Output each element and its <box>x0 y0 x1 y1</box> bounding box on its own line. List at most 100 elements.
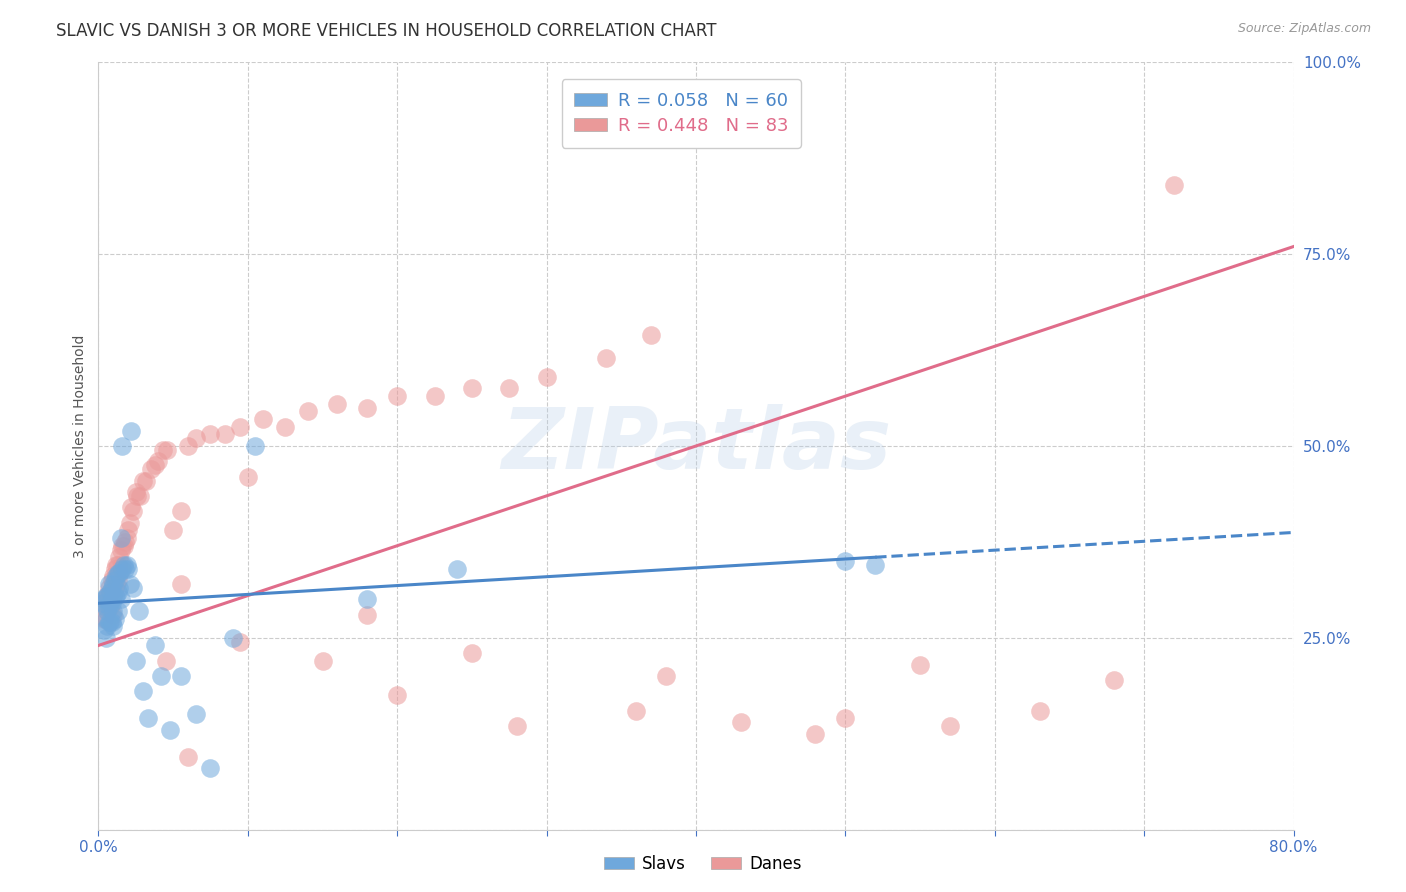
Point <box>94 592 117 607</box>
Point <box>111 558 134 572</box>
Point <box>98 596 122 610</box>
Point <box>104 573 127 587</box>
Point <box>222 631 245 645</box>
Point <box>93 612 115 626</box>
Text: SLAVIC VS DANISH 3 OR MORE VEHICLES IN HOUSEHOLD CORRELATION CHART: SLAVIC VS DANISH 3 OR MORE VEHICLES IN H… <box>56 22 717 40</box>
Legend: R = 0.058   N = 60, R = 0.448   N = 83: R = 0.058 N = 60, R = 0.448 N = 83 <box>561 79 800 148</box>
Point <box>104 589 127 603</box>
Point <box>155 654 177 668</box>
Point <box>103 589 125 603</box>
Point <box>156 442 179 457</box>
Point <box>103 569 125 583</box>
Point <box>229 420 252 434</box>
Point <box>169 504 191 518</box>
Point <box>107 558 129 572</box>
Point <box>97 581 120 595</box>
Text: ZIPatlas: ZIPatlas <box>501 404 891 488</box>
Point <box>103 589 125 603</box>
Point <box>108 550 131 565</box>
Point <box>159 723 181 737</box>
Point <box>108 566 131 580</box>
Point <box>1104 673 1126 687</box>
Point <box>139 462 162 476</box>
Point <box>626 704 648 718</box>
Point <box>834 711 856 725</box>
Point <box>110 531 132 545</box>
Point <box>98 584 122 599</box>
Point <box>506 719 529 733</box>
Point <box>96 589 118 603</box>
Point <box>97 596 120 610</box>
Point <box>98 600 122 615</box>
Point <box>112 558 135 572</box>
Point <box>103 604 125 618</box>
Point <box>94 600 117 615</box>
Point <box>214 427 236 442</box>
Point <box>96 604 118 618</box>
Point <box>536 370 558 384</box>
Point <box>112 539 135 553</box>
Point <box>245 439 267 453</box>
Point <box>105 558 128 572</box>
Point <box>1163 178 1185 193</box>
Point <box>200 761 222 775</box>
Point <box>98 584 122 599</box>
Point <box>132 474 155 488</box>
Point <box>94 612 117 626</box>
Point <box>108 581 131 595</box>
Point <box>105 577 128 591</box>
Point <box>97 600 120 615</box>
Point <box>93 592 115 607</box>
Point <box>94 589 117 603</box>
Point <box>385 389 409 403</box>
Point <box>98 615 122 630</box>
Point <box>356 592 378 607</box>
Point <box>101 573 124 587</box>
Point <box>118 516 141 530</box>
Point <box>108 566 131 580</box>
Point <box>834 554 856 568</box>
Point <box>101 615 124 630</box>
Point <box>356 607 378 622</box>
Point <box>200 427 222 442</box>
Point <box>111 562 134 576</box>
Point <box>103 577 125 591</box>
Y-axis label: 3 or more Vehicles in Household: 3 or more Vehicles in Household <box>73 334 87 558</box>
Point <box>104 612 127 626</box>
Point <box>128 604 150 618</box>
Point <box>101 596 124 610</box>
Point <box>865 558 887 572</box>
Point <box>110 562 132 576</box>
Point <box>101 592 124 607</box>
Point <box>103 619 125 633</box>
Point <box>136 711 159 725</box>
Point <box>162 524 184 538</box>
Point <box>804 726 827 740</box>
Point <box>118 577 141 591</box>
Point <box>177 439 200 453</box>
Point <box>184 707 207 722</box>
Point <box>939 719 962 733</box>
Point <box>908 657 931 672</box>
Point <box>121 581 143 595</box>
Point <box>117 562 139 576</box>
Point <box>143 458 166 473</box>
Point <box>498 382 520 396</box>
Point <box>132 684 155 698</box>
Point <box>111 439 134 453</box>
Point <box>115 558 138 572</box>
Point <box>97 615 120 630</box>
Point <box>107 566 129 580</box>
Point <box>356 401 378 415</box>
Point <box>1028 704 1050 718</box>
Point <box>115 531 138 545</box>
Legend: Slavs, Danes: Slavs, Danes <box>598 848 808 880</box>
Point <box>105 569 128 583</box>
Point <box>107 584 129 599</box>
Point <box>96 604 118 618</box>
Point <box>104 581 127 595</box>
Point <box>107 604 129 618</box>
Point <box>150 669 173 683</box>
Point <box>274 420 297 434</box>
Point <box>127 489 149 503</box>
